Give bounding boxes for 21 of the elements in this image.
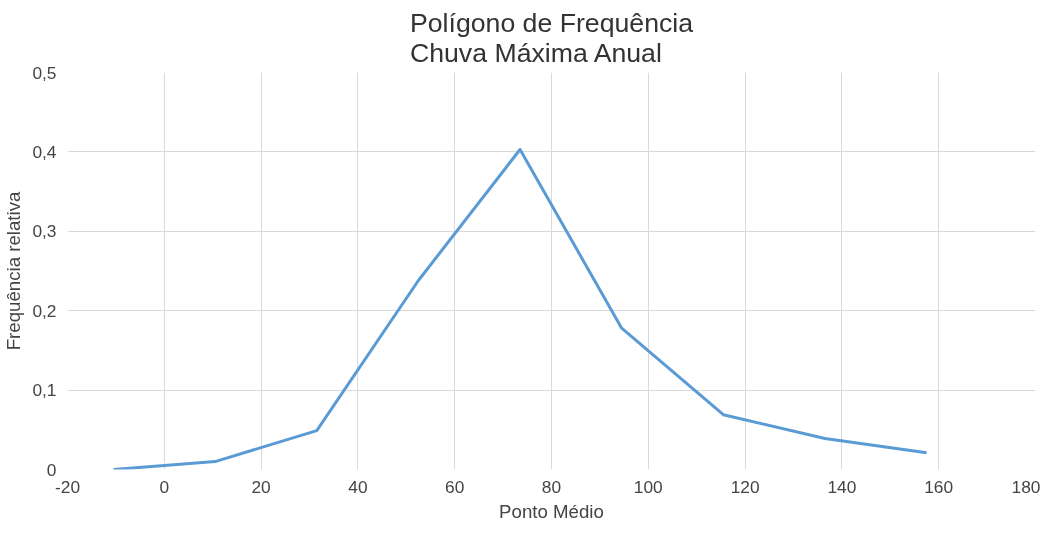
- x-tick-label: 0: [159, 476, 170, 497]
- x-tick-label: 140: [827, 476, 857, 497]
- y-tick-label: 0,2: [32, 300, 57, 321]
- x-tick-label: 80: [541, 476, 562, 497]
- y-tick-label: 0,4: [32, 141, 57, 162]
- y-tick-label: 0,1: [32, 380, 57, 401]
- y-tick-label: 0,3: [32, 221, 57, 242]
- x-tick-label: 120: [730, 476, 760, 497]
- x-tick-label: 160: [924, 476, 954, 497]
- x-axis-title: Ponto Médio: [499, 500, 604, 522]
- line-series: [111, 148, 929, 470]
- x-tick-label: 20: [251, 476, 271, 497]
- chart-title: Polígono de Frequência Chuva Máxima Anual: [409, 7, 694, 68]
- y-axis-title: Frequência relativa: [3, 191, 25, 351]
- x-tick-label: -20: [54, 476, 81, 497]
- x-tick-label: 180: [1011, 476, 1041, 497]
- x-tick-label: 100: [633, 476, 663, 497]
- y-tick-label: 0: [46, 459, 57, 480]
- x-tick-label: 40: [348, 476, 368, 497]
- y-tick-label: 0,5: [32, 62, 57, 83]
- x-tick-label: 60: [445, 476, 465, 497]
